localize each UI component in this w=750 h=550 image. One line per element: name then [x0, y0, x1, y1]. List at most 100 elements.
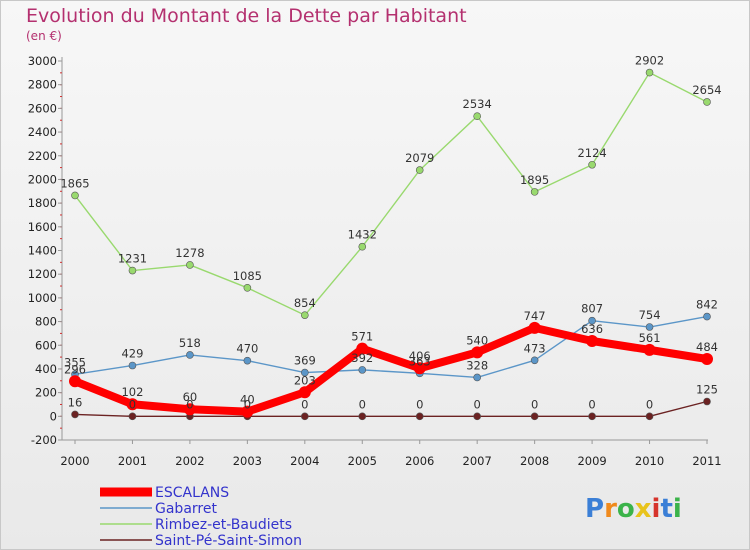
y-minor-tick: [60, 380, 62, 382]
data-label: 429: [121, 347, 143, 361]
y-tick-label: -200: [31, 433, 57, 447]
x-tick-label: 2010: [635, 454, 664, 468]
data-label: 328: [466, 358, 488, 372]
data-point: [358, 366, 367, 374]
data-point: [588, 412, 596, 421]
data-point: [186, 261, 194, 269]
y-tick-label: 3000: [28, 54, 57, 68]
data-label: 0: [416, 397, 423, 411]
y-tick-label: 2200: [28, 149, 57, 163]
y-minor-tick: [60, 427, 62, 429]
data-point: [241, 405, 254, 418]
data-point: [128, 412, 137, 421]
x-tick-label: 2003: [233, 454, 262, 468]
data-label: 40: [240, 393, 255, 407]
series-line-1: [74, 315, 708, 379]
data-label: 2079: [405, 151, 434, 165]
data-label: 754: [639, 308, 661, 322]
data-point: [358, 242, 367, 251]
data-point: [530, 412, 539, 421]
x-tick-label: 2005: [348, 454, 377, 468]
y-tick-label: 200: [35, 386, 57, 400]
data-label: 369: [294, 354, 316, 368]
data-label: 1278: [175, 246, 204, 260]
data-point: [703, 98, 711, 106]
data-label: 2124: [577, 146, 606, 160]
data-label: 473: [524, 341, 546, 355]
legend: ESCALANSGabarretRimbez-et-BaudietsSaint-…: [100, 485, 302, 549]
data-point: [471, 346, 484, 359]
y-minor-tick: [60, 238, 62, 240]
y-minor-tick: [60, 119, 62, 121]
x-tick-label: 2007: [463, 454, 492, 468]
data-point: [301, 412, 309, 421]
data-point: [530, 188, 539, 196]
y-minor-tick: [60, 285, 62, 287]
data-label: 0: [359, 397, 366, 411]
logo-letter: t: [660, 494, 672, 524]
data-point: [243, 284, 252, 292]
data-label: 0: [474, 397, 481, 411]
data-label: 392: [351, 351, 373, 365]
legend-label: Gabarret: [155, 501, 217, 517]
x-tick-label: 2000: [60, 454, 89, 468]
data-labels: 1865 1231 1278 1085 854 1432 2079 2534 1895 2124 2…: [60, 54, 721, 412]
data-label: 2534: [463, 97, 492, 111]
data-point: [128, 266, 137, 275]
data-label: 363: [409, 354, 431, 368]
series-line-2: [74, 71, 708, 316]
x-tick-label: 2001: [118, 454, 147, 468]
data-point: [588, 316, 596, 325]
proxiti-logo-text: Proxiti: [585, 494, 682, 524]
y-tick-label: 600: [35, 338, 57, 352]
y-minor-tick: [60, 309, 62, 311]
data-label: 842: [696, 298, 718, 312]
data-point: [243, 356, 252, 365]
data-point: [298, 386, 311, 399]
data-label: 518: [179, 336, 201, 350]
data-label: 125: [696, 383, 718, 397]
y-tick-label: 1400: [28, 244, 57, 258]
data-label: 1895: [520, 173, 549, 187]
proxiti-logo: Proxiti: [585, 494, 682, 524]
y-minor-tick: [60, 143, 62, 145]
chart-title: Evolution du Montant de la Dette par Hab…: [26, 5, 467, 27]
x-tick-label: 2006: [405, 454, 434, 468]
data-label: 1231: [118, 252, 147, 266]
data-label: 0: [531, 397, 538, 411]
data-label: 0: [588, 397, 595, 411]
data-label: 406: [409, 349, 431, 363]
y-minor-tick: [60, 72, 62, 74]
y-minor-tick: [60, 214, 62, 216]
data-point: [356, 342, 369, 355]
y-tick-label: 1000: [28, 291, 57, 305]
logo-letter: o: [617, 494, 635, 524]
y-minor-tick: [60, 356, 62, 358]
legend-label: Saint-Pé-Saint-Simon: [155, 533, 302, 549]
data-label: 636: [581, 322, 603, 336]
data-point: [413, 362, 426, 375]
chart-subtitle: (en €): [26, 29, 62, 43]
data-label: 561: [639, 331, 661, 345]
data-point: [301, 368, 309, 377]
y-tick-label: 1800: [28, 196, 57, 210]
logo-letter: r: [604, 494, 617, 524]
data-point: [473, 412, 481, 421]
y-tick-label: 0: [50, 409, 57, 423]
data-point: [358, 412, 367, 421]
data-label: 203: [294, 373, 316, 387]
data-point: [183, 403, 196, 416]
x-tick-label: 2002: [175, 454, 204, 468]
data-point: [703, 397, 711, 406]
y-minor-tick: [60, 332, 62, 334]
data-point: [473, 112, 481, 120]
data-label: 854: [294, 296, 316, 310]
data-label: 0: [646, 397, 653, 411]
y-tick-label: 400: [35, 362, 57, 376]
x-tick-label: 2004: [290, 454, 319, 468]
data-point: [645, 412, 654, 421]
data-label: 102: [121, 385, 143, 399]
data-label: 1085: [233, 269, 262, 283]
logo-letter: i: [673, 494, 682, 524]
